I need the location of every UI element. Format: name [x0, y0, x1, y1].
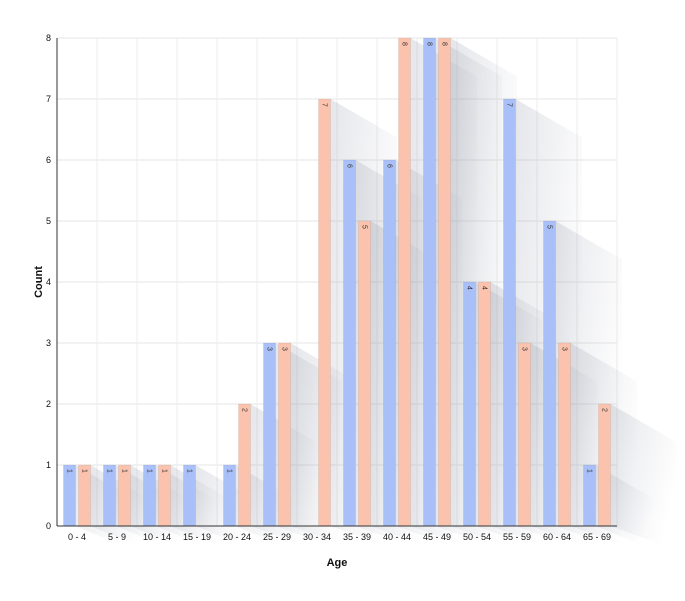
y-tick-label: 3 — [46, 338, 51, 348]
x-tick-label: 50 - 54 — [463, 532, 491, 542]
data-label: 3 — [561, 347, 568, 351]
bar — [358, 220, 371, 527]
bar — [503, 98, 516, 527]
data-label: 1 — [106, 469, 113, 473]
data-label: 5 — [361, 225, 368, 229]
data-label: 1 — [121, 469, 128, 473]
data-label: 8 — [401, 42, 408, 46]
bar — [118, 464, 131, 527]
labels: 0 1 2 3 4 5 6 7 8 0 - 4 5 - 9 10 - 14 15 - 19 20 - 24… — [46, 33, 611, 542]
bar — [263, 342, 276, 527]
data-label: 8 — [441, 42, 448, 46]
bar — [183, 464, 196, 527]
bar — [518, 342, 531, 527]
bar — [223, 464, 236, 527]
data-label: 4 — [481, 286, 488, 290]
y-tick-label: 8 — [46, 33, 51, 43]
data-label: 3 — [521, 347, 528, 351]
data-label: 1 — [146, 469, 153, 473]
data-label: 7 — [506, 103, 513, 107]
bar — [143, 464, 156, 527]
y-tick-label: 2 — [46, 399, 51, 409]
data-label: 4 — [466, 286, 473, 290]
data-label: 6 — [386, 164, 393, 168]
bar — [343, 159, 356, 527]
y-tick-label: 6 — [46, 155, 51, 165]
data-label: 6 — [346, 164, 353, 168]
bar-shadow — [610, 404, 677, 550]
y-axis-title: Count — [33, 266, 45, 298]
x-axis-title: Age — [327, 557, 348, 569]
bar — [583, 464, 596, 527]
data-label: 1 — [161, 469, 168, 473]
bar — [278, 342, 291, 527]
x-tick-label: 25 - 29 — [263, 532, 291, 542]
x-tick-label: 15 - 19 — [183, 532, 211, 542]
x-tick-label: 60 - 64 — [543, 532, 571, 542]
x-tick-label: 0 - 4 — [68, 532, 86, 542]
axes — [56, 38, 617, 527]
data-label: 7 — [321, 103, 328, 107]
bar — [558, 342, 571, 527]
data-label: 3 — [281, 347, 288, 351]
data-label: 1 — [81, 469, 88, 473]
y-tick-label: 5 — [46, 216, 51, 226]
bars — [63, 37, 611, 527]
data-label: 1 — [66, 469, 73, 473]
bar — [398, 37, 411, 527]
x-tick-label: 10 - 14 — [143, 532, 171, 542]
x-tick-label: 35 - 39 — [343, 532, 371, 542]
data-label: 1 — [586, 469, 593, 473]
bar — [383, 159, 396, 527]
bar — [543, 220, 556, 527]
data-label: 3 — [266, 347, 273, 351]
y-tick-label: 7 — [46, 94, 51, 104]
x-tick-label: 20 - 24 — [223, 532, 251, 542]
x-tick-label: 65 - 69 — [583, 532, 611, 542]
data-label: 1 — [186, 469, 193, 473]
x-tick-label: 40 - 44 — [383, 532, 411, 542]
data-label: 8 — [426, 42, 433, 46]
bar — [438, 37, 451, 527]
bar — [423, 37, 436, 527]
bar — [103, 464, 116, 527]
bar — [463, 281, 476, 527]
bar — [238, 403, 251, 527]
bar — [318, 98, 331, 527]
bar — [478, 281, 491, 527]
data-label: 5 — [546, 225, 553, 229]
y-tick-label: 1 — [46, 460, 51, 470]
bar — [158, 464, 171, 527]
data-label: 2 — [601, 408, 608, 412]
y-tick-label: 0 — [46, 521, 51, 531]
bar — [598, 403, 611, 527]
data-label: 1 — [226, 469, 233, 473]
bar — [63, 464, 76, 527]
x-tick-label: 5 - 9 — [108, 532, 126, 542]
x-tick-label: 30 - 34 — [303, 532, 331, 542]
y-tick-label: 4 — [46, 277, 51, 287]
data-label: 2 — [241, 408, 248, 412]
x-tick-label: 55 - 59 — [503, 532, 531, 542]
bar — [78, 464, 91, 527]
x-tick-label: 45 - 49 — [423, 532, 451, 542]
